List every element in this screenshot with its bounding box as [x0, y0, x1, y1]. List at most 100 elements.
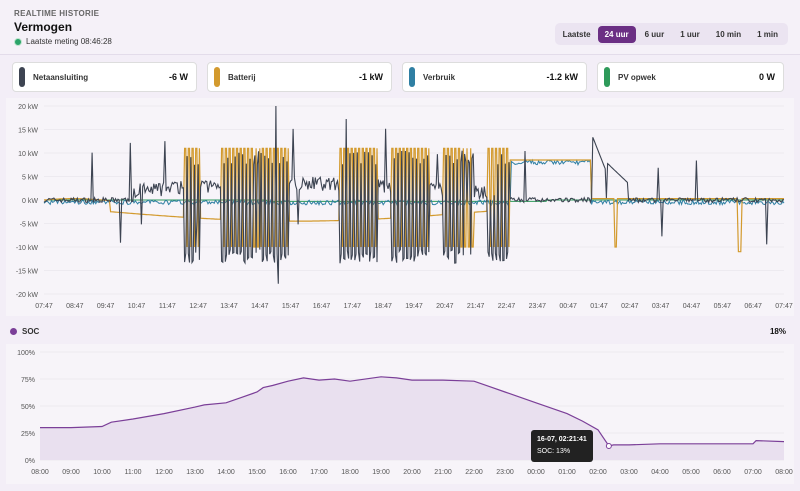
- range-selector: Laatste 24 uur 6 uur 1 uur 10 min 1 min: [554, 23, 788, 45]
- x-tick-label: 22:47: [498, 303, 516, 310]
- pv-opwek-color-bar: [604, 67, 610, 87]
- x-tick-label: 15:47: [282, 303, 300, 310]
- x-tick-label: 23:00: [496, 469, 514, 476]
- x-tick-label: 11:47: [159, 303, 176, 310]
- x-tick-label: 05:47: [714, 303, 732, 310]
- x-tick-label: 05:00: [682, 469, 700, 476]
- x-tick-label: 16:00: [279, 469, 297, 476]
- y-tick-label: 100%: [17, 350, 35, 357]
- card-verbruik[interactable]: Verbruik -1.2 kW: [402, 62, 587, 92]
- x-tick-label: 00:47: [559, 303, 577, 310]
- x-tick-label: 08:00: [775, 469, 793, 476]
- page-header: REALTIME HISTORIE Vermogen Laatste metin…: [0, 0, 800, 55]
- y-tick-label: -5 kW: [20, 222, 39, 229]
- netaansluiting-color-bar: [19, 67, 25, 87]
- range-6h-button[interactable]: 6 uur: [644, 29, 665, 39]
- y-tick-label: 15 kW: [18, 128, 38, 135]
- x-tick-label: 03:00: [620, 469, 638, 476]
- x-tick-label: 14:47: [251, 303, 269, 310]
- range-1h-button[interactable]: 1 uur: [680, 29, 700, 39]
- x-tick-label: 17:47: [344, 303, 362, 310]
- range-label: Laatste: [562, 29, 591, 39]
- card-label: Verbruik: [423, 72, 456, 82]
- soc-tooltip: 16-07, 02:21:41 SOC: 13%: [531, 430, 593, 462]
- x-tick-label: 08:47: [66, 303, 84, 310]
- x-tick-label: 01:47: [590, 303, 608, 310]
- x-tick-label: 20:00: [403, 469, 421, 476]
- card-netaansluiting[interactable]: Netaansluiting -6 W: [12, 62, 197, 92]
- tooltip-title: 16-07, 02:21:41: [537, 436, 587, 443]
- soc-title: SOC: [22, 327, 40, 336]
- x-tick-label: 04:00: [651, 469, 669, 476]
- soc-line: [40, 376, 785, 447]
- soc-chart-panel: 100% 75% 50% 25% 0% 08:00 09:00 10:00 11:00 12:00…: [6, 344, 794, 484]
- last-measurement: Laatste meting 08:46:28: [14, 37, 112, 46]
- x-tick-label: 20:47: [436, 303, 454, 310]
- card-pv-opwek[interactable]: PV opwek 0 W: [597, 62, 784, 92]
- range-1min-button[interactable]: 1 min: [757, 29, 778, 39]
- x-tick-label: 19:00: [372, 469, 390, 476]
- x-tick-label: 01:00: [558, 469, 576, 476]
- y-tick-label: -15 kW: [16, 269, 39, 276]
- soc-area: [40, 376, 784, 460]
- card-value: -1 kW: [358, 72, 383, 82]
- x-tick-label: 23:47: [529, 303, 547, 310]
- x-tick-label: 08:00: [31, 469, 49, 476]
- y-tick-label: 0 kW: [22, 198, 38, 205]
- x-tick-label: 12:47: [189, 303, 207, 310]
- verbruik-color-bar: [409, 67, 415, 87]
- range-24h-button[interactable]: 24 uur: [597, 25, 636, 43]
- x-tick-label: 19:47: [405, 303, 423, 310]
- soc-hover-point: [605, 442, 612, 449]
- x-tick-label: 02:47: [621, 303, 639, 310]
- x-tick-label: 09:47: [97, 303, 115, 310]
- x-tick-label: 17:00: [310, 469, 328, 476]
- section-eyebrow: REALTIME HISTORIE: [14, 9, 100, 18]
- y-tick-label: -20 kW: [16, 292, 39, 299]
- x-tick-label: 07:47: [35, 303, 53, 310]
- x-tick-label: 04:47: [683, 303, 701, 310]
- x-tick-label: 06:47: [744, 303, 762, 310]
- x-tick-label: 16:47: [313, 303, 331, 310]
- x-tick-label: 02:00: [589, 469, 607, 476]
- soc-chart: 100% 75% 50% 25% 0% 08:00 09:00 10:00 11:00 12:00…: [17, 350, 793, 476]
- card-batterij[interactable]: Batterij -1 kW: [207, 62, 392, 92]
- x-tick-label: 10:00: [93, 469, 111, 476]
- y-tick-label: 25%: [21, 431, 35, 438]
- x-tick-label: 12:00: [155, 469, 173, 476]
- x-tick-label: 07:00: [744, 469, 762, 476]
- batterij-color-bar: [214, 67, 220, 87]
- last-measurement-text: Laatste meting 08:46:28: [26, 37, 112, 46]
- status-dot-icon: [14, 37, 22, 46]
- x-tick-label: 13:47: [220, 303, 238, 310]
- tooltip-label: SOC: 13%: [537, 448, 571, 455]
- card-label: PV opwek: [618, 72, 656, 82]
- y-tick-label: 20 kW: [18, 104, 38, 111]
- page-title: Vermogen: [14, 20, 73, 34]
- y-tick-label: 5 kW: [22, 175, 38, 182]
- x-tick-label: 18:00: [341, 469, 359, 476]
- x-tick-label: 06:00: [713, 469, 731, 476]
- x-tick-label: 00:00: [527, 469, 545, 476]
- card-value: 0 W: [758, 72, 775, 82]
- card-value: -6 W: [169, 72, 188, 82]
- card-label: Netaansluiting: [33, 72, 89, 82]
- x-tick-label: 03:47: [652, 303, 670, 310]
- x-tick-label: 07:47: [775, 303, 793, 310]
- soc-legend: SOC: [10, 327, 39, 336]
- series-netaansluiting-line: [43, 105, 785, 284]
- soc-current-value: 18%: [769, 327, 786, 336]
- x-tick-label: 14:00: [217, 469, 235, 476]
- y-tick-label: 50%: [21, 404, 35, 411]
- x-tick-label: 10:47: [128, 303, 146, 310]
- x-tick-label: 09:00: [62, 469, 80, 476]
- x-tick-label: 21:00: [434, 469, 452, 476]
- series-batterij-line: [43, 147, 784, 253]
- y-tick-label: 75%: [21, 377, 35, 384]
- range-10min-button[interactable]: 10 min: [715, 29, 742, 39]
- x-tick-label: 21:47: [467, 303, 485, 310]
- card-label: Batterij: [228, 72, 256, 82]
- y-tick-label: 0%: [25, 458, 35, 465]
- y-tick-label: -10 kW: [16, 245, 39, 252]
- power-chart-panel: 20 kW 15 kW 10 kW 5 kW 0 kW -5 kW -10 kW -15 kW…: [6, 98, 794, 316]
